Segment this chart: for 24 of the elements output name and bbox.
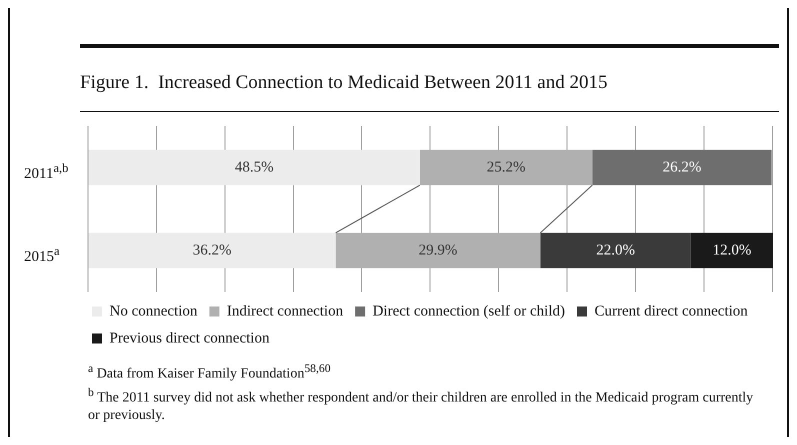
text: $^{b}$ The 2011 survey did not ask whether respondent and/or their children are enrolled in the Medicaid program currently or previously.: [88, 384, 754, 426]
bar: [592, 150, 772, 186]
legend-label: Direct connection (self or child): [372, 303, 566, 320]
data-label: 36.2%: [192, 242, 232, 258]
text: $^{a}$ Data from Kaiser Family Foundation$^{58,60}$: [88, 361, 332, 384]
bar: [540, 232, 691, 268]
chart-title: Figure 1. Increased Connection to Medicaid Between 2011 and 2015: [80, 72, 608, 94]
bar: [88, 150, 420, 186]
data-label: 12.0%: [712, 242, 752, 258]
data-label: 25.2%: [486, 159, 526, 176]
bar: [690, 232, 773, 268]
legend-label: Current direct connection: [594, 303, 748, 320]
data-label: 26.2%: [662, 159, 702, 176]
y-tick-label: 2015$^{a}$: [24, 242, 60, 266]
bar: [336, 232, 540, 268]
legend-label: No connection: [110, 303, 198, 320]
bar: [88, 232, 336, 268]
data-label: 29.9%: [418, 242, 458, 258]
legend-label: Previous direct connection: [110, 330, 270, 346]
y-tick-label: 2011$^{a,b}$: [24, 160, 68, 184]
data-label: 48.5%: [234, 159, 274, 176]
bar: [420, 150, 592, 186]
data-label: 22.0%: [596, 242, 635, 258]
legend-label: Indirect connection: [226, 303, 344, 320]
